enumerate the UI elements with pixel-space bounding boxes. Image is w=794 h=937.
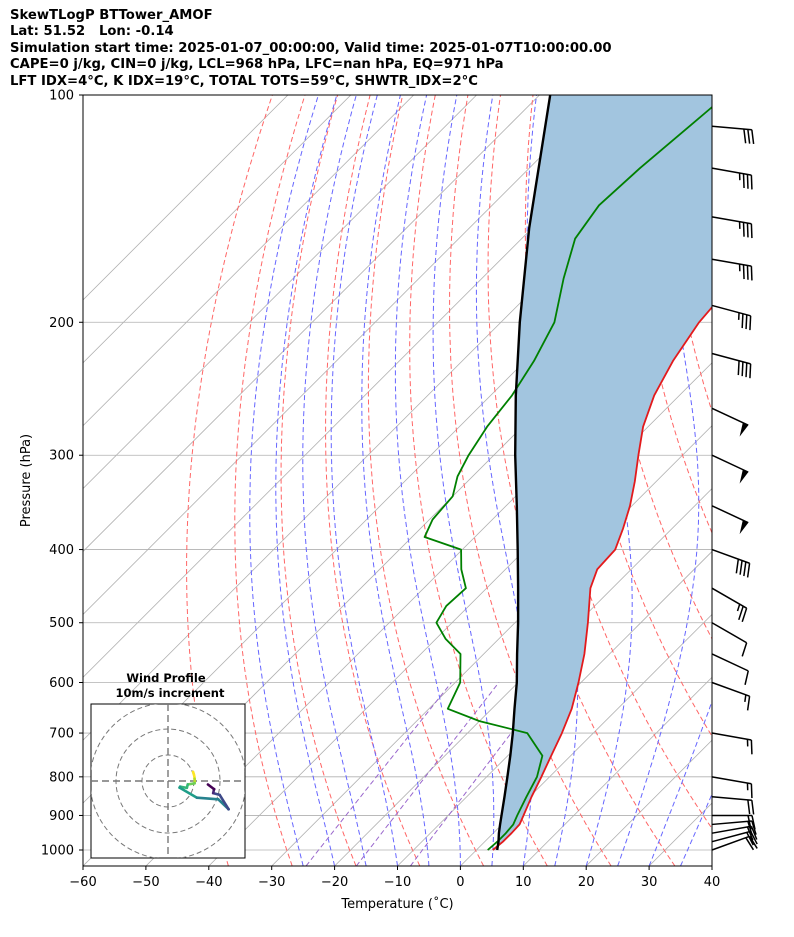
moist-adiabat [302, 95, 367, 866]
wind-barb [711, 216, 753, 239]
moist-adiabat [330, 95, 398, 866]
axes: −60 −50 −40 −30 −20 −10 0 10 20 30 40 100 200 300 400 5… [19, 89, 720, 913]
time-line: Simulation start time: 2025-01-07_00:00:… [10, 40, 612, 56]
moist-adiabat [648, 699, 712, 866]
instability-indices-line: LFT IDX=4°C, K IDX=19°C, TOTAL TOTS=59°C… [10, 73, 478, 89]
x-axis-label: Temperature (˚C) [340, 896, 453, 912]
wind-barb [711, 587, 748, 623]
isotherm-line [334, 488, 712, 866]
dry-adiabat [280, 95, 357, 866]
wind-barb [711, 653, 749, 686]
moist-adiabat [432, 95, 495, 866]
wind-barb [711, 352, 752, 379]
y-tick-label: 400 [49, 543, 74, 558]
plot-area [83, 95, 794, 866]
isotherm-line [271, 425, 712, 866]
x-tick-label: −30 [258, 875, 285, 890]
wind-profile-inset: Wind Profile 10m/s increment [90, 671, 246, 859]
dry-adiabat [729, 95, 794, 866]
x-tick-label: −20 [321, 875, 348, 890]
y-tick-label: 300 [49, 449, 74, 464]
chart-header: SkewTLogP BTTower_AMOF Lat: 51.52 Lon: -… [10, 8, 612, 90]
isotherm-line [83, 95, 477, 490]
stability-indices-line: CAPE=0 j/kg, CIN=0 j/kg, LCL=968 hPa, LF… [10, 57, 504, 73]
wind-barb [712, 814, 756, 830]
parcel-path-line [496, 95, 552, 851]
isotherm-line [83, 95, 414, 427]
moist-adiabat [680, 792, 712, 866]
wind-barb [711, 505, 749, 535]
dry-adiabat [409, 95, 548, 866]
dry-adiabat [524, 95, 712, 830]
wind-barb [711, 681, 751, 711]
isotherm-line [83, 95, 603, 615]
dry-adiabat [367, 95, 485, 866]
hodograph-segment [178, 786, 199, 800]
y-tick-label: 600 [49, 676, 74, 691]
y-axis-label: Pressure (hPa) [19, 434, 34, 527]
isotherm-line [83, 95, 540, 553]
moist-adiabat [711, 864, 712, 866]
moist-adiabat [275, 95, 338, 866]
wind-barb [711, 407, 749, 437]
moist-adiabat [475, 95, 533, 866]
chart-title: SkewTLogP BTTower_AMOF [10, 8, 213, 23]
x-tick-label: 30 [641, 875, 658, 890]
x-tick-label: 40 [704, 875, 721, 890]
inset-subtitle: 10m/s increment [116, 686, 225, 700]
wind-barb [711, 732, 753, 755]
y-tick-label: 800 [49, 770, 74, 785]
wind-barb [711, 835, 758, 851]
isotherm-line [460, 613, 712, 866]
isotherm-line [83, 95, 352, 364]
wind-barbs [711, 125, 758, 851]
isotherm-line [711, 865, 712, 866]
wind-barb [711, 548, 751, 578]
hodograph-segment [218, 793, 230, 811]
moist-adiabat [617, 95, 700, 866]
moist-adiabat [394, 95, 461, 866]
hodograph-segment [195, 796, 220, 801]
wind-barb [711, 622, 748, 657]
location-line: Lat: 51.52 Lon: -0.14 [10, 24, 174, 40]
mixing-ratio-line [409, 682, 551, 866]
x-tick-label: 10 [515, 875, 532, 890]
inset-title: Wind Profile [126, 671, 206, 685]
wind-barb [711, 454, 749, 484]
x-tick-label: 20 [578, 875, 595, 890]
dry-adiabat [761, 95, 794, 866]
wind-barb [711, 167, 753, 190]
dewpoint-line [423, 105, 712, 851]
y-tick-label: 200 [49, 316, 74, 331]
y-tick-label: 900 [49, 809, 74, 824]
moist-adiabat [249, 95, 319, 866]
wind-barb [711, 825, 758, 841]
isotherm-line [523, 676, 712, 866]
moist-adiabat [361, 95, 430, 866]
cin-shading [492, 95, 712, 850]
dry-adiabat [325, 95, 421, 866]
y-tick-label: 700 [49, 727, 74, 742]
isotherm-line [83, 95, 289, 301]
mixing-ratio-line [355, 682, 500, 866]
wind-barb [711, 304, 752, 331]
mixing-ratio-line [305, 682, 452, 866]
dry-adiabat [234, 95, 306, 866]
y-tick-label: 500 [49, 616, 74, 631]
y-tick-label: 100 [49, 89, 74, 104]
x-tick-label: −10 [384, 875, 411, 890]
wind-barb [711, 258, 753, 281]
dry-adiabat [487, 95, 676, 866]
x-tick-label: −60 [69, 875, 96, 890]
x-tick-label: −50 [132, 875, 159, 890]
y-tick-label: 1000 [41, 844, 74, 859]
wind-barb [711, 776, 753, 799]
hodograph-segment [206, 783, 216, 791]
x-tick-label: 0 [456, 875, 464, 890]
wind-barb [711, 795, 755, 815]
wind-barb [711, 125, 755, 145]
x-tick-label: −40 [195, 875, 222, 890]
